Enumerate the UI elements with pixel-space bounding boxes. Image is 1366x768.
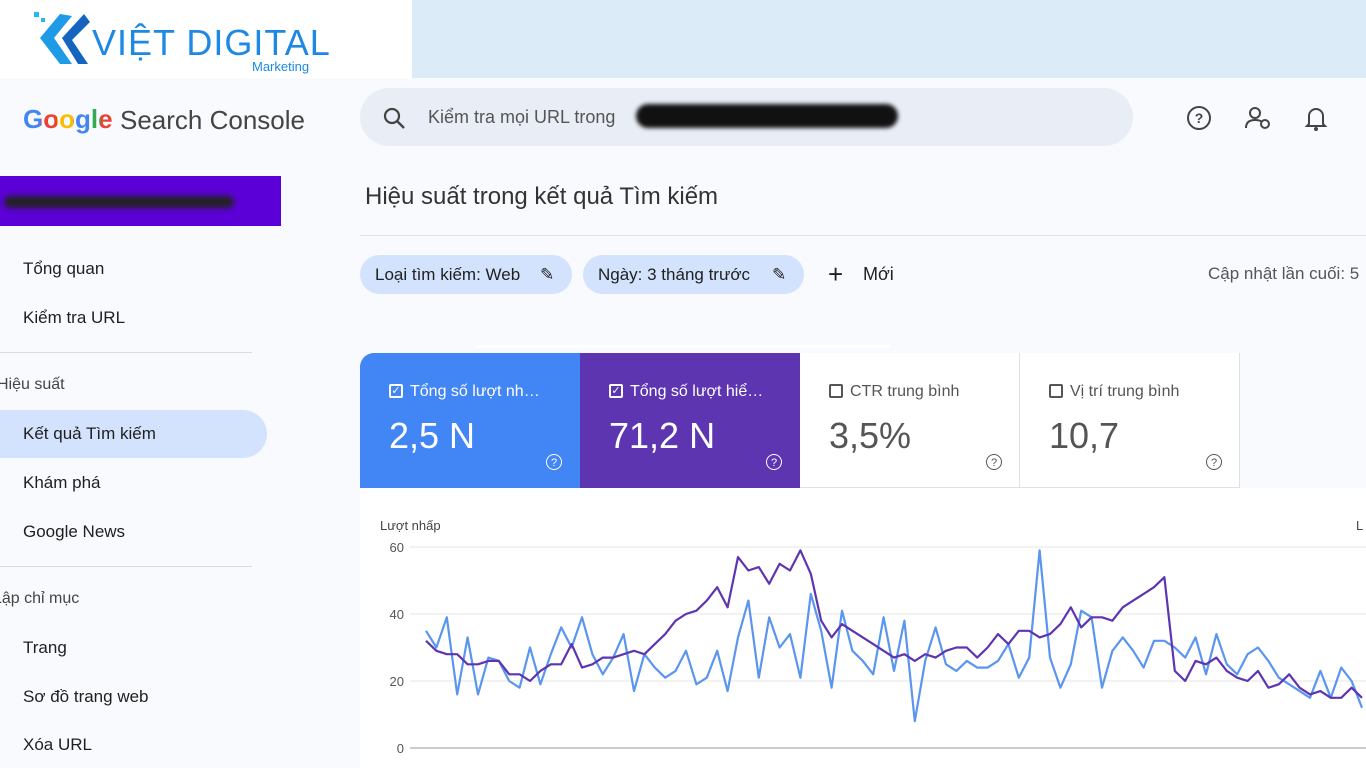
filter-chip[interactable]: Loại tìm kiếm: Web ✎ xyxy=(360,255,572,294)
metric-card[interactable]: Vị trí trung bình 10,7? xyxy=(1020,353,1240,488)
search-placeholder: Kiểm tra mọi URL trong xyxy=(428,107,616,127)
filter-chip[interactable]: Ngày: 3 tháng trước ✎ xyxy=(583,255,804,294)
metric-label: Tổng số lượt nh… xyxy=(410,383,540,400)
page-title: Hiệu suất trong kết quả Tìm kiếm xyxy=(365,183,719,210)
logo-brand: VIỆT DIGITAL xyxy=(92,22,331,63)
nav-item[interactable]: Khám phá xyxy=(23,473,101,492)
metric-value: 2,5 N xyxy=(389,415,476,456)
metric-label: Tổng số lượt hiể… xyxy=(630,383,764,400)
property-selector[interactable] xyxy=(0,176,281,226)
checkbox xyxy=(829,384,843,398)
logo-icon xyxy=(34,12,90,64)
nav-section: Hiệu suất xyxy=(0,376,65,393)
metric-value: 10,7 xyxy=(1049,415,1120,456)
svg-text:?: ? xyxy=(1195,110,1204,126)
filter-text: Loại tìm kiếm: Web xyxy=(375,265,521,284)
redacted-property xyxy=(4,196,234,208)
y-tick-label: 40 xyxy=(390,607,404,622)
series-line xyxy=(425,549,1363,699)
help-icon: ? xyxy=(766,454,782,470)
help-icon: ? xyxy=(1206,454,1222,470)
edit-icon: ✎ xyxy=(540,265,555,284)
divider xyxy=(360,235,1366,236)
divider xyxy=(0,566,252,567)
last-updated: Cập nhật lần cuối: 5 xyxy=(1208,264,1360,283)
google-wordmark: Google xyxy=(23,104,113,134)
search-icon xyxy=(383,107,405,129)
metric-label: CTR trung bình xyxy=(850,383,960,400)
nav-item[interactable]: Xóa URL xyxy=(23,735,92,754)
metric-card[interactable]: CTR trung bình 3,5%? xyxy=(800,353,1020,488)
checkbox: ✓ xyxy=(609,384,623,398)
logo-area: VIỆT DIGITAL Marketing xyxy=(0,0,412,78)
redacted-url xyxy=(636,104,898,128)
help-icon: ? xyxy=(546,454,562,470)
metric-label: Vị trí trung bình xyxy=(1070,383,1180,400)
nav-selected xyxy=(0,410,267,458)
y2-axis-label: L xyxy=(1356,518,1363,533)
logo-tagline: Marketing xyxy=(252,59,310,74)
banner xyxy=(412,0,1366,78)
nav-item[interactable]: Tổng quan xyxy=(23,259,105,278)
chart-area xyxy=(360,488,1366,768)
y-axis-label: Lượt nhấp xyxy=(380,518,441,533)
strip xyxy=(476,345,890,348)
nav-item[interactable]: Kiểm tra URL xyxy=(23,308,126,327)
new-button[interactable]: Mới xyxy=(863,264,894,284)
search-box[interactable]: Kiểm tra mọi URL trong xyxy=(360,88,1133,146)
chart: Lượt nhấp L 0 20 40 60 xyxy=(380,518,1366,756)
metric-value: 71,2 N xyxy=(609,415,716,456)
nav-item[interactable]: Trang xyxy=(23,638,67,657)
nav-item[interactable]: Sơ đồ trang web xyxy=(23,687,149,706)
series-line xyxy=(425,549,1364,723)
metric-card[interactable]: ✓ Tổng số lượt hiể… 71,2 N? xyxy=(580,353,800,488)
checkbox: ✓ xyxy=(389,384,403,398)
edit-icon: ✎ xyxy=(772,265,787,284)
checkbox xyxy=(1049,384,1063,398)
divider xyxy=(0,352,252,353)
y-tick-label: 60 xyxy=(390,540,404,555)
product-name: Search Console xyxy=(120,105,305,135)
y-tick-label: 20 xyxy=(390,674,404,689)
help-icon: ? xyxy=(986,454,1002,470)
plus-icon: + xyxy=(828,259,844,289)
nav-item[interactable]: Kết quả Tìm kiếm xyxy=(23,424,156,443)
metric-value: 3,5% xyxy=(829,415,912,456)
filter-text: Ngày: 3 tháng trước xyxy=(598,265,750,284)
nav-item[interactable]: Google News xyxy=(23,522,126,541)
y-tick-label: 0 xyxy=(397,741,404,756)
nav-section: Lập chỉ mục xyxy=(0,590,80,607)
metric-card[interactable]: ✓ Tổng số lượt nh… 2,5 N? xyxy=(360,353,580,488)
header-icons: ? xyxy=(1187,106,1328,131)
